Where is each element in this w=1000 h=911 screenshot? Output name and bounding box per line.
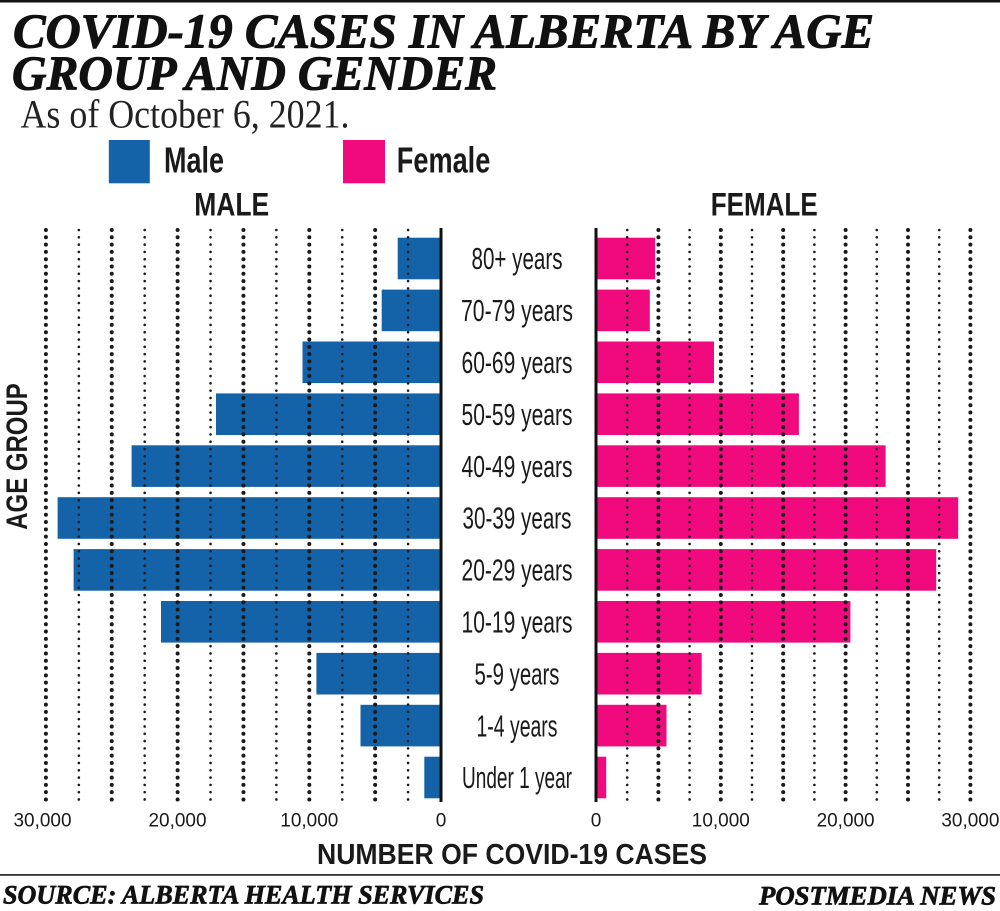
svg-text:1-4 years: 1-4 years — [477, 708, 558, 743]
svg-text:Male: Male — [164, 140, 224, 181]
svg-text:10-19 years: 10-19 years — [462, 605, 573, 640]
svg-text:30,000: 30,000 — [14, 811, 72, 832]
svg-text:COVID-19 CASES IN ALBERTA BY A: COVID-19 CASES IN ALBERTA BY AGE — [13, 4, 874, 59]
svg-text:As of October 6, 2021.: As of October 6, 2021. — [21, 92, 350, 137]
svg-text:50-59 years: 50-59 years — [462, 397, 573, 432]
svg-text:80+ years: 80+ years — [472, 241, 563, 276]
svg-text:MALE: MALE — [194, 187, 269, 223]
svg-text:Under 1 year: Under 1 year — [462, 760, 572, 795]
svg-text:20-29 years: 20-29 years — [462, 553, 573, 588]
svg-text:0: 0 — [436, 811, 447, 832]
svg-text:20,000: 20,000 — [817, 811, 875, 832]
svg-text:AGE GROUP: AGE GROUP — [1, 383, 34, 530]
svg-text:30,000: 30,000 — [941, 811, 999, 832]
svg-text:Female: Female — [397, 140, 491, 181]
svg-text:10,000: 10,000 — [280, 811, 338, 832]
svg-text:GROUP AND GENDER: GROUP AND GENDER — [12, 46, 497, 101]
svg-text:40-49 years: 40-49 years — [462, 449, 573, 484]
svg-text:0: 0 — [591, 811, 602, 832]
svg-text:POSTMEDIA NEWS: POSTMEDIA NEWS — [758, 882, 996, 911]
svg-text:10,000: 10,000 — [692, 811, 750, 832]
svg-text:20,000: 20,000 — [149, 811, 207, 832]
svg-text:SOURCE: ALBERTA HEALTH SERVICE: SOURCE: ALBERTA HEALTH SERVICES — [3, 880, 484, 910]
svg-text:30-39 years: 30-39 years — [463, 501, 572, 536]
svg-text:FEMALE: FEMALE — [711, 187, 818, 223]
svg-text:5-9 years: 5-9 years — [475, 656, 560, 691]
svg-text:NUMBER OF COVID-19 CASES: NUMBER OF COVID-19 CASES — [317, 839, 707, 871]
svg-text:60-69 years: 60-69 years — [462, 345, 573, 380]
svg-text:70-79 years: 70-79 years — [461, 293, 573, 328]
